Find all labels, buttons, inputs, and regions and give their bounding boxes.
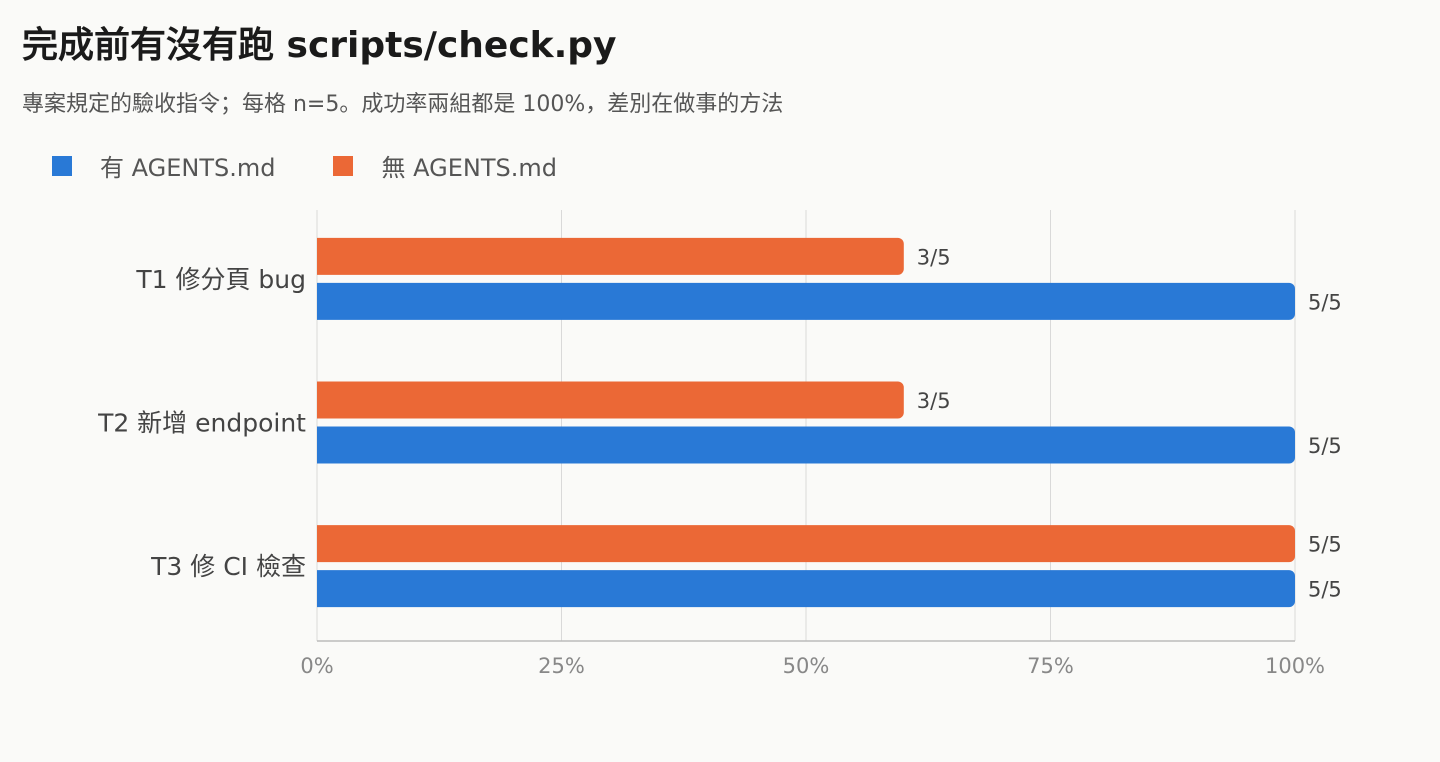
data-label: 5/5 xyxy=(1308,434,1342,458)
legend: 有 AGENTS.md 無 AGENTS.md xyxy=(52,148,557,183)
data-label: 3/5 xyxy=(917,389,951,413)
x-tick-label: 100% xyxy=(1265,654,1325,678)
data-label: 5/5 xyxy=(1308,290,1342,314)
x-tick-label: 25% xyxy=(538,654,585,678)
bar xyxy=(317,381,904,419)
category-label: T3 修 CI 檢查 xyxy=(150,552,306,581)
legend-swatch-without-agents xyxy=(333,155,354,176)
chart-title: 完成前有沒有跑 scripts/check.py xyxy=(22,25,617,66)
legend-item-with-agents: 有 AGENTS.md xyxy=(52,148,275,183)
bar xyxy=(317,237,904,275)
x-tick-label: 0% xyxy=(300,654,333,678)
data-label: 5/5 xyxy=(1308,533,1342,557)
bar xyxy=(317,525,1295,563)
chart-subtitle: 專案規定的驗收指令；每格 n=5。成功率兩組都是 100%，差別在做事的方法 xyxy=(22,92,784,117)
legend-item-without-agents: 無 AGENTS.md xyxy=(333,148,557,183)
legend-label-without-agents: 無 AGENTS.md xyxy=(381,154,557,182)
category-label: T1 修分頁 bug xyxy=(135,265,306,294)
legend-label-with-agents: 有 AGENTS.md xyxy=(100,154,276,182)
category-label: T2 新增 endpoint xyxy=(97,409,306,438)
bar xyxy=(317,570,1295,608)
x-tick-label: 75% xyxy=(1027,654,1074,678)
data-label: 5/5 xyxy=(1308,578,1342,602)
x-tick-label: 50% xyxy=(783,654,830,678)
data-label: 3/5 xyxy=(917,245,951,269)
bar xyxy=(317,282,1295,320)
legend-swatch-with-agents xyxy=(52,155,72,176)
bar xyxy=(317,426,1295,464)
